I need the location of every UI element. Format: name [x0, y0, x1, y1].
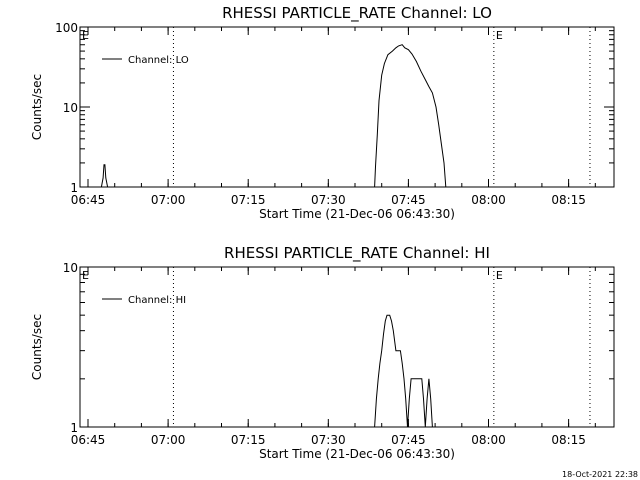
x-tick-label: 07:45 [391, 433, 426, 447]
legend-label: Channel: HI [128, 295, 186, 306]
plot-frame [79, 266, 615, 428]
chart-title: RHESSI PARTICLE_RATE Channel: HI [224, 244, 490, 263]
x-tick-label: 06:45 [71, 193, 106, 207]
chart-title: RHESSI PARTICLE_RATE Channel: LO [222, 4, 492, 23]
x-tick-label: 08:00 [471, 193, 506, 207]
y-tick-label: 10 [63, 101, 78, 115]
x-tick-label: 08:15 [551, 433, 586, 447]
y-axis-label: Counts/sec [30, 314, 44, 380]
eclipse-marker-label: E [496, 29, 503, 42]
x-tick-label: 08:15 [551, 193, 586, 207]
x-tick-label: 07:15 [231, 433, 266, 447]
x-axis-label: Start Time (21-Dec-06 06:43:30) [259, 207, 455, 221]
x-axis-label: Start Time (21-Dec-06 06:43:30) [259, 447, 455, 461]
eclipse-marker-label: E [496, 269, 503, 282]
chart-panel-lo: RHESSI PARTICLE_RATE Channel: LO 1 10 100 06… [30, 4, 615, 221]
chart-panel-hi: RHESSI PARTICLE_RATE Channel: HI 1 10 06:45… [30, 244, 615, 461]
x-tick-label: 08:00 [471, 433, 506, 447]
x-tick-label: 07:00 [151, 433, 186, 447]
eclipse-marker-label: E [82, 269, 89, 282]
x-tick-label: 07:45 [391, 193, 426, 207]
y-tick-label: 10 [63, 261, 78, 275]
timestamp-footer: 18-Oct-2021 22:38 [562, 470, 638, 479]
plot-frame [79, 26, 615, 188]
x-tick-label: 07:30 [311, 193, 346, 207]
y-tick-label: 100 [55, 21, 78, 35]
legend-label: Channel: LO [128, 55, 189, 66]
x-tick-label: 07:15 [231, 193, 266, 207]
x-tick-label: 07:00 [151, 193, 186, 207]
series-line [100, 44, 447, 188]
series-line [374, 314, 433, 428]
y-axis-label: Counts/sec [30, 74, 44, 140]
y-tick-label: 1 [70, 421, 78, 435]
y-tick-label: 1 [70, 181, 78, 195]
x-tick-label: 07:30 [311, 433, 346, 447]
x-tick-label: 06:45 [71, 433, 106, 447]
eclipse-marker-label: E [82, 29, 89, 42]
